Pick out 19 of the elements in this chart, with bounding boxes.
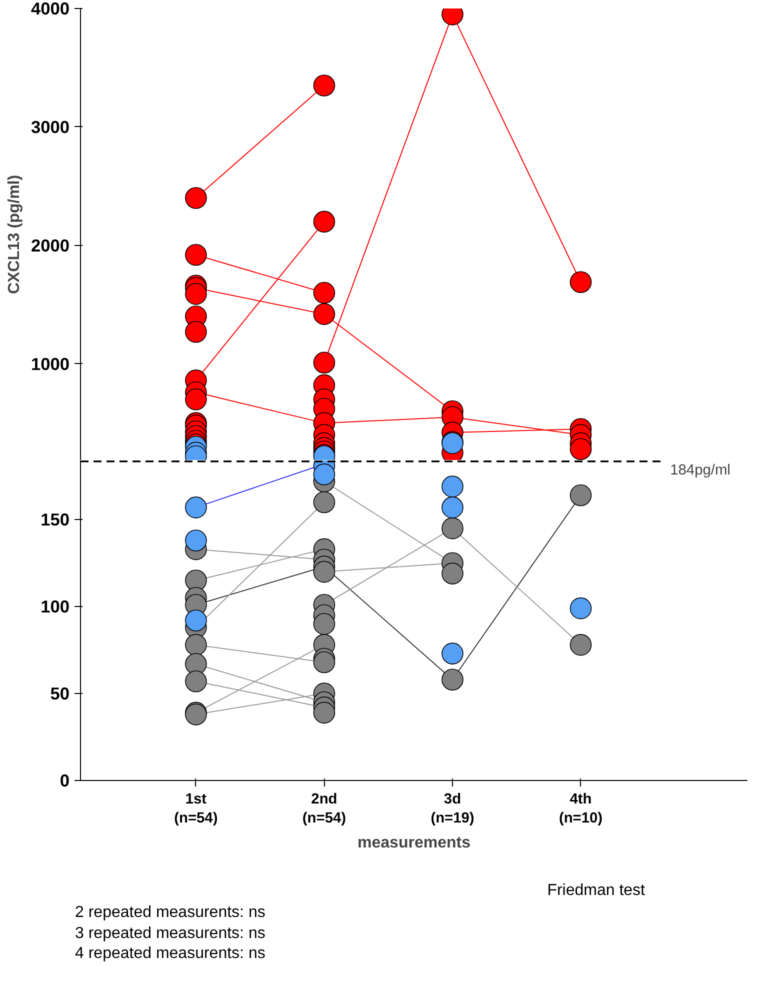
y-tick-label: 4000 xyxy=(30,0,70,18)
y-axis-title: CXCL13 (pg/ml) xyxy=(6,174,23,294)
text: 2 repeated measurents: ns xyxy=(75,902,266,923)
y-tick-label: 3000 xyxy=(30,116,70,137)
text: 3 repeated measurents: ns xyxy=(75,924,266,944)
x-tick-label: 3d (n=19) xyxy=(430,792,474,827)
y-tick-label: 2000 xyxy=(30,235,70,256)
y-tick-label: 0 xyxy=(60,770,70,790)
x-tick-label: 1st (n=54) xyxy=(174,792,218,827)
x-tick-label: 2nd (n=54) xyxy=(302,792,346,827)
y-tick-label: 50 xyxy=(50,684,70,704)
text: 4 repeated measurents: ns xyxy=(75,944,266,964)
ref-line-label: 184pg/ml xyxy=(670,462,730,478)
y-tick-label: 100 xyxy=(40,596,70,617)
x-tick-label: 4th (n=10) xyxy=(558,792,603,827)
text: Friedman test xyxy=(546,881,645,901)
x-axis-title: measurements xyxy=(358,834,471,852)
y-tick-label: 150 xyxy=(40,510,70,530)
y-tick-label: 1000 xyxy=(30,354,70,374)
